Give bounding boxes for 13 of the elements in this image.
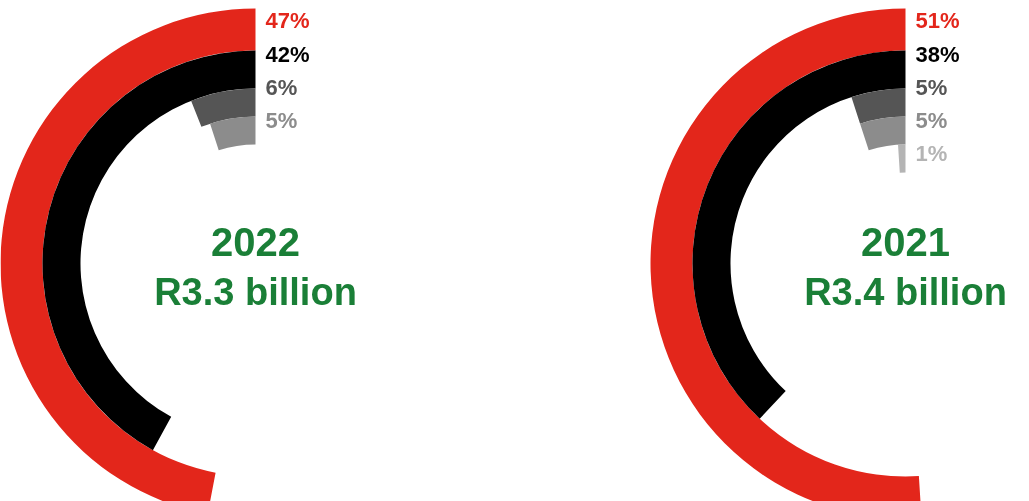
text: R3.4 billion — [804, 270, 1007, 313]
data-label: 5% — [915, 75, 948, 100]
text: 2021 — [861, 219, 950, 264]
data-label: 5% — [915, 108, 948, 133]
data-label: 38% — [915, 42, 960, 67]
data-label: 51% — [915, 8, 960, 33]
data-label: 1% — [915, 141, 948, 166]
data-label: 47% — [265, 8, 310, 33]
data-label: 6% — [265, 75, 298, 100]
data-label: 42% — [265, 42, 310, 67]
text: R3.3 billion — [154, 270, 357, 313]
text: 2022 — [211, 219, 300, 264]
data-label: 5% — [265, 108, 298, 133]
